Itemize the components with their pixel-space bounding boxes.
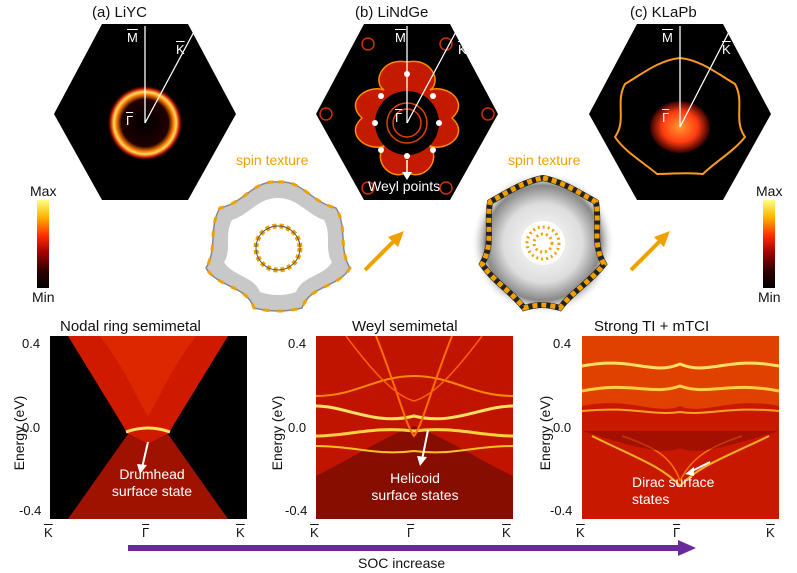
- spin-texture-right: [471, 171, 615, 315]
- hexagon-fermi-surface-c: [589, 24, 771, 200]
- x-tick-k-1a: K: [44, 525, 53, 540]
- gamma-point-label-c: Γ: [662, 110, 670, 125]
- x-tick-k-1b: K: [236, 525, 245, 540]
- band-plot-weyl: [316, 336, 513, 519]
- hexagon-fermi-surface-b: [316, 24, 498, 200]
- band-plot-strong-ti: [582, 336, 779, 519]
- soc-increase-arrow: [128, 540, 696, 556]
- gamma-point-label-b: Γ: [395, 110, 403, 125]
- panel-c-title: (c) KLaPb: [630, 4, 697, 21]
- k-point-label-c: K: [722, 42, 731, 57]
- colorbar-right-min: Min: [758, 289, 781, 305]
- spin-texture-label-right: spin texture: [508, 152, 581, 168]
- hexagon-fermi-surface-a: [54, 24, 236, 200]
- colorbar-right-max: Max: [756, 183, 783, 199]
- colorbar-right: [763, 200, 775, 288]
- y-tick-top-2: 0.4: [288, 336, 307, 351]
- k-point-label-b: K: [458, 42, 467, 57]
- band-title-2: Weyl semimetal: [352, 318, 458, 335]
- dirac-annotation: Dirac surface states: [632, 474, 715, 507]
- x-tick-k-2b: K: [502, 525, 511, 540]
- panel-b-title: (b) LiNdGe: [355, 4, 429, 21]
- drumhead-annotation: Drumhead surface state: [111, 466, 193, 499]
- band-plot-nodal-ring: [50, 336, 247, 519]
- spin-texture-left: [204, 180, 352, 313]
- panel-a-title: (a) LiYC: [92, 4, 148, 21]
- x-tick-k-3a: K: [576, 525, 585, 540]
- gamma-point-label-a: Γ: [126, 113, 134, 128]
- m-point-label-b: M: [395, 30, 406, 45]
- y-tick-mid-1: 0.0: [22, 420, 41, 435]
- band-title-3: Strong TI + mTCI: [594, 318, 710, 335]
- soc-increase-label: SOC increase: [358, 555, 446, 571]
- y-tick-bot-1: -0.4: [19, 503, 42, 518]
- arrow-right-icon-left: [363, 231, 404, 272]
- y-axis-label-3: Energy (eV): [537, 395, 553, 471]
- y-tick-top-1: 0.4: [22, 336, 41, 351]
- y-tick-top-3: 0.4: [553, 336, 572, 351]
- y-tick-bot-3: -0.4: [550, 503, 573, 518]
- x-tick-gamma-1: Γ: [142, 525, 150, 540]
- x-tick-gamma-2: Γ: [407, 525, 415, 540]
- m-point-label-a: M: [127, 30, 138, 45]
- spin-texture-label-left: spin texture: [236, 152, 309, 168]
- y-tick-mid-3: 0.0: [553, 420, 572, 435]
- x-tick-k-2a: K: [310, 525, 319, 540]
- band-title-1: Nodal ring semimetal: [60, 318, 201, 335]
- y-tick-bot-2: -0.4: [285, 503, 308, 518]
- colorbar-left: [37, 200, 49, 288]
- k-point-label-a: K: [176, 42, 185, 57]
- colorbar-left-max: Max: [30, 183, 57, 199]
- helicoid-annotation: Helicoid surface states: [371, 470, 459, 503]
- colorbar-left-min: Min: [32, 289, 55, 305]
- x-tick-gamma-3: Γ: [673, 525, 681, 540]
- y-tick-mid-2: 0.0: [288, 420, 307, 435]
- weyl-points-label: Weyl points: [368, 178, 441, 194]
- y-axis-label-2: Energy (eV): [269, 395, 285, 471]
- x-tick-k-3b: K: [766, 525, 775, 540]
- arrow-right-icon-right: [629, 231, 670, 272]
- m-point-label-c: M: [662, 30, 673, 45]
